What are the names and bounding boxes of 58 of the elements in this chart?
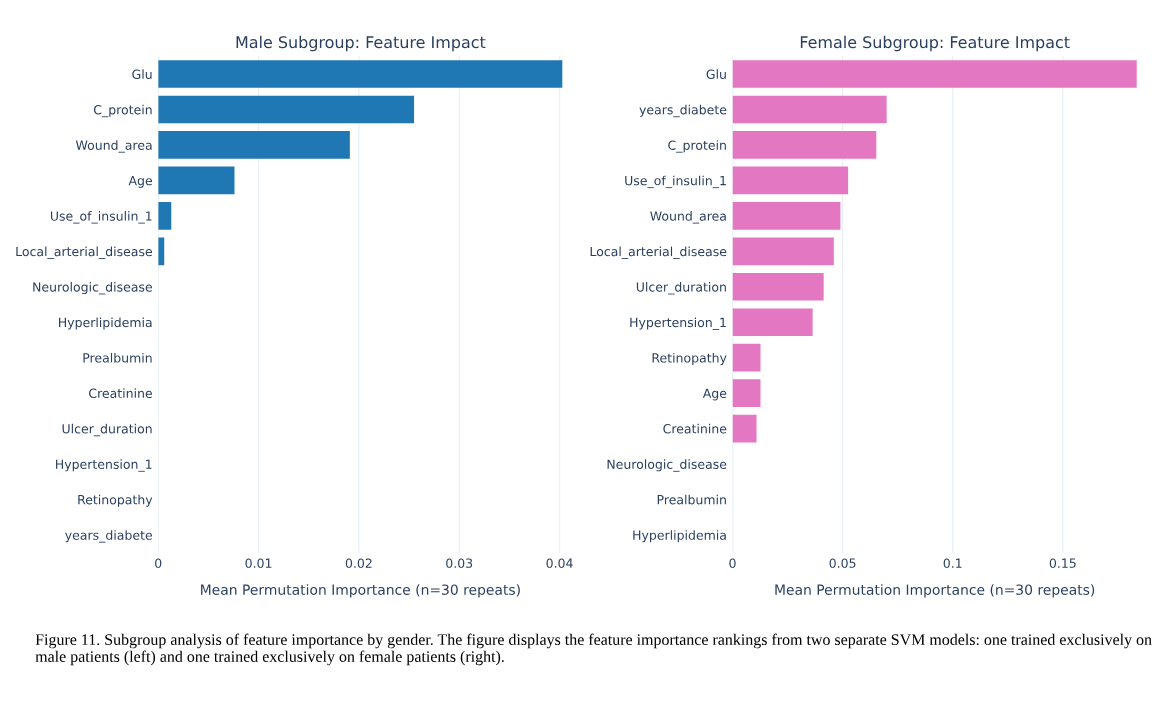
x-tick-label: 0.1 [943, 558, 962, 568]
y-tick-label: Wound_area [75, 140, 152, 153]
bar [732, 166, 849, 195]
x-tick-label: 0.05 [829, 558, 856, 568]
y-tick-label: Use_of_insulin_1 [625, 175, 726, 189]
y-tick-label: Glu [706, 69, 726, 79]
chart-title: Male Subgroup: Feature Impact [236, 35, 486, 52]
y-tick-label: years_diabete [639, 104, 727, 118]
y-tick-label: Ulcer_duration [62, 423, 152, 437]
bar [158, 202, 172, 230]
bar [158, 60, 563, 88]
bar [732, 343, 761, 372]
bar [732, 202, 841, 230]
y-tick-label: Prealbumin [83, 352, 152, 363]
bar [158, 131, 350, 159]
y-tick-label: years_diabete [65, 530, 152, 543]
x-tick-label: 0.15 [1049, 558, 1076, 568]
bar [158, 166, 235, 195]
caption: Figure 11. Subgroup analysis of feature importance by gender. The figure displays the feature importance rankings from two separate SVM models: one trained exclusively on male patients (left) and one trained exclusively on female patients (right). [35, 633, 1152, 666]
bar [732, 237, 834, 266]
bar [732, 131, 877, 159]
y-tick-label: Retinopathy [652, 352, 727, 366]
bar [158, 95, 415, 124]
bar [732, 95, 887, 124]
bar [732, 379, 761, 407]
y-tick-label: Age [128, 176, 152, 188]
x-tick-label: 0.04 [546, 558, 573, 568]
y-tick-label: Neurologic_disease [33, 282, 152, 295]
y-tick-label: Creatinine [663, 423, 727, 434]
bar [732, 308, 813, 337]
x-tick-label: 0 [729, 558, 736, 568]
y-tick-label: Local_arterial_disease [590, 246, 727, 259]
y-tick-label: Hypertension_1 [630, 317, 726, 330]
y-tick-label: Creatinine [89, 388, 152, 399]
bar [732, 60, 1137, 88]
y-tick-label: Ulcer_duration [636, 282, 726, 295]
y-tick-label: Age [702, 388, 727, 401]
y-tick-label: C_protein [668, 140, 726, 153]
y-tick-label: Prealbumin [657, 494, 726, 505]
x-axis-title: Mean Permutation Importance (n=30 repeats) [775, 584, 1095, 598]
y-tick-label: Local_arterial_disease [16, 246, 152, 259]
y-tick-label: Hyperlipidemia [59, 317, 152, 330]
x-tick-label: 0.02 [345, 558, 372, 568]
x-tick-label: 0.01 [245, 558, 272, 568]
bar [732, 414, 757, 443]
y-tick-label: Wound_area [650, 211, 726, 224]
bar [732, 272, 824, 301]
chart-title: Female Subgroup: Feature Impact [800, 35, 1070, 52]
x-axis-title: Mean Permutation Importance (n=30 repeats) [201, 584, 520, 598]
y-tick-label: Retinopathy [78, 494, 153, 507]
x-tick-label: 0.03 [446, 558, 473, 568]
y-tick-label: Use_of_insulin_1 [50, 211, 152, 224]
y-tick-label: C_protein [93, 104, 152, 118]
x-tick-label: 0 [155, 558, 162, 568]
y-tick-label: Glu [132, 69, 152, 79]
y-tick-label: Hypertension_1 [56, 459, 152, 472]
y-tick-label: Hyperlipidemia [633, 530, 726, 543]
y-tick-label: Neurologic_disease [607, 459, 727, 472]
